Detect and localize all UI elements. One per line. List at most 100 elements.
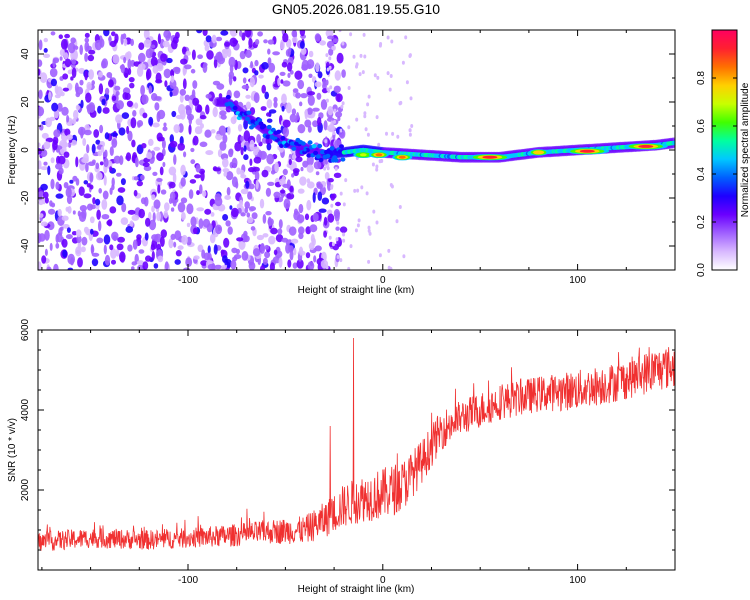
spectrogram-cell <box>308 242 315 251</box>
spectrogram-cell <box>50 78 58 87</box>
spectrogram-cell <box>335 226 340 231</box>
spectrogram-cell <box>185 106 192 117</box>
spectrogram-cell <box>317 116 322 126</box>
spectrogram-cell <box>315 154 321 159</box>
spectrogram-cell <box>304 119 312 128</box>
spectrogram-cell <box>307 140 313 145</box>
spectrogram-cell <box>50 31 56 36</box>
spectrogram-cell <box>307 95 315 106</box>
spectrogram-cell <box>316 92 322 100</box>
spectrogram-cell <box>333 119 336 124</box>
spectrogram-cell <box>285 102 292 114</box>
spectrogram-cell <box>94 39 102 51</box>
spectrogram-cell <box>266 153 275 165</box>
spectrogram-cell <box>98 188 102 194</box>
spectrogram-cell <box>207 263 216 270</box>
spectrogram-cell <box>372 209 376 214</box>
spectrogram-cell <box>160 189 167 195</box>
spectrogram-cell <box>204 129 212 138</box>
spectrogram-cell <box>84 70 88 81</box>
spectrogram-cell <box>390 184 394 189</box>
spectrogram-cell <box>290 238 299 244</box>
spectrogram-cell <box>408 128 412 133</box>
spectrogram-cell <box>367 259 371 264</box>
spectrogram-cell <box>268 235 276 245</box>
spectrogram-cell <box>243 145 247 152</box>
spectrogram-cell <box>156 152 164 162</box>
spectrogram-cell <box>195 164 201 173</box>
spectrogram-cell <box>364 127 368 132</box>
spectrogram-cell <box>307 91 316 96</box>
spectrogram-cell <box>291 146 297 151</box>
spectrogram-cell <box>240 146 244 156</box>
spectrogram-cell <box>671 140 675 146</box>
spectrogram-cell <box>98 71 103 78</box>
spectrogram-cell <box>173 124 180 134</box>
spectrogram-cell <box>293 247 297 256</box>
spectrogram-cell <box>86 183 91 188</box>
spectrogram-cell <box>259 150 267 160</box>
spectrogram-cell <box>180 177 186 187</box>
spectrogram-cell <box>129 82 135 89</box>
spectrogram-cell <box>117 236 125 243</box>
spectrogram-cell <box>55 193 64 199</box>
spectrogram-cell <box>294 70 303 80</box>
spectrogram-cell <box>104 149 108 158</box>
spectrogram-cell <box>299 101 303 107</box>
spectrogram-cell <box>309 224 318 233</box>
spectrogram-cell <box>196 207 205 212</box>
spectrogram-cell <box>170 75 175 83</box>
y-tick-label: 20 <box>20 96 31 108</box>
spectrogram-cell <box>266 112 271 117</box>
spectrogram-cell <box>192 135 199 146</box>
spectrogram-cell <box>153 199 161 209</box>
spectrogram-cell <box>379 42 383 46</box>
spectrogram-cell <box>72 118 77 125</box>
spectrogram-cell <box>184 64 192 70</box>
spectrogram-cell <box>292 168 300 174</box>
spectrogram-cell <box>47 165 51 176</box>
spectrogram-cell <box>210 212 215 217</box>
spectrogram-cell <box>353 188 357 193</box>
spectrogram-cell <box>145 255 152 262</box>
y-tick-label: 6000 <box>20 318 31 341</box>
spectrogram-cell <box>296 112 300 121</box>
spectrogram-cell <box>327 35 335 40</box>
spectrogram-cell <box>361 70 365 75</box>
spectrogram-cell <box>323 120 328 131</box>
spectrogram-cell <box>347 266 351 270</box>
spectrogram-cell <box>63 52 69 60</box>
spectrogram-cell <box>137 63 146 71</box>
spectrogram-cell <box>247 191 253 200</box>
spectrogram-cell <box>116 195 124 206</box>
spectrogram-cell <box>180 58 188 65</box>
spectrogram-cell <box>213 58 218 69</box>
spectrogram-cell <box>328 65 332 70</box>
spectrogram-cell <box>85 92 92 103</box>
spectrogram-cell <box>285 49 291 57</box>
spectrogram-cell <box>125 226 134 233</box>
spectrogram-cell <box>141 94 149 105</box>
colorbar-tick-label: 0.4 <box>696 167 707 181</box>
spectrogram-cell <box>85 162 89 173</box>
spectrogram-cell <box>387 265 391 270</box>
spectrogram-cell <box>43 191 49 199</box>
spectrogram-cell <box>224 258 228 266</box>
spectrogram-cell <box>206 50 214 60</box>
spectrogram-cell <box>337 116 341 122</box>
spectrogram-cell <box>152 65 159 74</box>
spectrogram-cell <box>326 126 330 131</box>
spectrogram-cell <box>207 245 211 254</box>
spectrogram-cell <box>130 38 135 47</box>
spectrogram-cell <box>308 50 314 58</box>
spectrogram-cell <box>314 81 322 88</box>
spectrogram-cell <box>219 141 227 151</box>
spectrogram-cell <box>211 34 217 44</box>
spectrogram-cell <box>159 166 164 176</box>
spectrogram-cell <box>273 96 278 103</box>
spectrogram-cell <box>109 146 114 157</box>
spectrogram-cell <box>329 85 333 90</box>
spectrogram-cell <box>154 102 160 111</box>
spectrogram-cell <box>254 170 260 181</box>
spectrogram-cell <box>145 48 153 59</box>
